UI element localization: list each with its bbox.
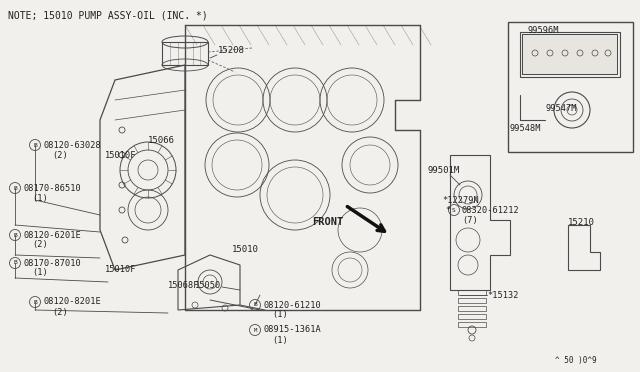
Text: (7): (7) <box>462 215 477 224</box>
Text: 99548M: 99548M <box>510 124 541 132</box>
Text: *15132: *15132 <box>487 291 518 299</box>
Text: S: S <box>452 208 456 212</box>
Bar <box>520 32 620 77</box>
Text: (1): (1) <box>272 336 288 344</box>
Text: B: B <box>13 232 17 237</box>
Text: NOTE; 15010 PUMP ASSY-OIL (INC. *): NOTE; 15010 PUMP ASSY-OIL (INC. *) <box>8 10 208 20</box>
Text: (1): (1) <box>272 311 288 320</box>
Bar <box>458 322 486 327</box>
Text: B: B <box>33 142 37 148</box>
Text: (1): (1) <box>32 193 48 202</box>
Text: 15010F: 15010F <box>105 151 136 160</box>
Text: 08170-87010: 08170-87010 <box>24 259 82 267</box>
Text: 08170-86510: 08170-86510 <box>24 183 82 192</box>
Text: (2): (2) <box>52 308 68 317</box>
Bar <box>458 290 486 295</box>
Text: 15066: 15066 <box>148 135 175 144</box>
Text: 15010F: 15010F <box>105 266 136 275</box>
Bar <box>522 34 617 74</box>
Text: 08120-63028: 08120-63028 <box>44 141 102 150</box>
Text: ^ 50 )0^9: ^ 50 )0^9 <box>555 356 596 365</box>
Bar <box>458 306 486 311</box>
Text: *12279N: *12279N <box>442 196 479 205</box>
Text: (2): (2) <box>32 241 48 250</box>
Text: 99547M: 99547M <box>545 103 577 112</box>
Text: 08915-1361A: 08915-1361A <box>264 326 322 334</box>
Text: 08120-61210: 08120-61210 <box>264 301 322 310</box>
Text: B: B <box>13 186 17 190</box>
Text: *: * <box>445 205 451 215</box>
Bar <box>522 34 617 74</box>
Text: 08320-61212: 08320-61212 <box>462 205 520 215</box>
Text: 08120-6201E: 08120-6201E <box>24 231 82 240</box>
Text: B: B <box>253 302 257 308</box>
Text: 15208: 15208 <box>218 45 245 55</box>
Text: 08120-8201E: 08120-8201E <box>44 298 102 307</box>
Text: M: M <box>253 327 257 333</box>
Text: 15050: 15050 <box>195 280 221 289</box>
Text: B: B <box>13 260 17 266</box>
Text: B: B <box>33 299 37 305</box>
Bar <box>508 22 633 152</box>
Text: (2): (2) <box>52 151 68 160</box>
Text: 15010: 15010 <box>232 246 259 254</box>
Bar <box>458 314 486 319</box>
Text: 15068F: 15068F <box>168 280 200 289</box>
Text: 99501M: 99501M <box>428 166 460 174</box>
Text: 99596M: 99596M <box>528 26 559 35</box>
Text: 15210: 15210 <box>568 218 595 227</box>
Text: FRONT: FRONT <box>312 217 343 227</box>
Text: (1): (1) <box>32 269 48 278</box>
Bar <box>458 298 486 303</box>
